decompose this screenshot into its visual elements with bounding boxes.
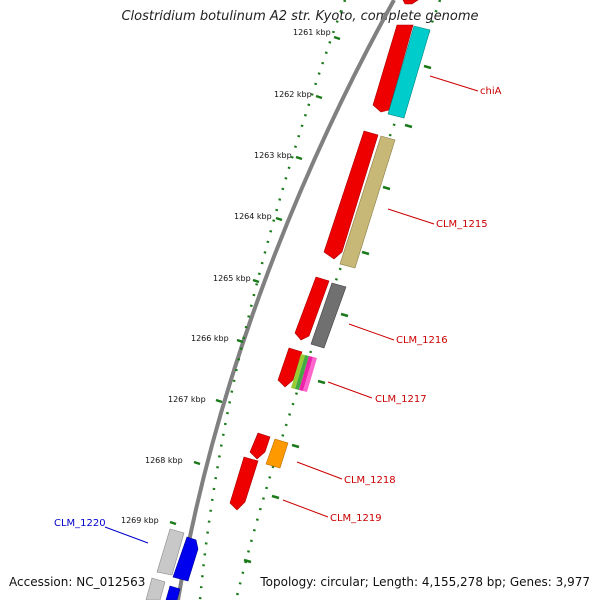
kbp-label: 1268 kbp [145, 456, 183, 465]
kbp-label: 1262 kbp [274, 90, 312, 99]
kbp-label: 1265 kbp [213, 274, 251, 283]
inner-ticks [243, 64, 432, 564]
kbp-tick [333, 35, 341, 41]
inner-tick [361, 250, 370, 256]
gene-arrow-cyan[interactable] [387, 25, 431, 119]
inner-tick [382, 185, 391, 191]
gene-label-clm-1218[interactable]: CLM_1218 [344, 475, 396, 486]
inner-tick [243, 558, 252, 564]
inner-tick [271, 494, 280, 500]
leader-line [104, 526, 149, 544]
gene-arrow-green[interactable] [295, 355, 309, 390]
leader-line [429, 75, 479, 92]
gene-arrow-gray[interactable] [310, 282, 347, 349]
gene-arrow-pink[interactable] [303, 357, 317, 392]
inner-tick [404, 123, 413, 129]
leader-line [296, 461, 343, 480]
gene-arrow-red[interactable] [229, 456, 259, 511]
gene-arrow-red[interactable] [323, 130, 379, 260]
gene-label-clm-1217[interactable]: CLM_1217 [375, 394, 427, 405]
gene-leaders [104, 75, 479, 544]
kbp-tick [252, 278, 260, 284]
kbp-tick [315, 94, 323, 100]
inner-tick [340, 312, 349, 318]
leader-line [387, 208, 435, 225]
inner-tick [291, 443, 300, 449]
gene-label-chia[interactable]: chiA [480, 86, 502, 97]
gene-label-clm-1220[interactable]: CLM_1220 [54, 518, 106, 529]
gene-arrow-blue[interactable] [165, 585, 181, 600]
kbp-label: 1264 kbp [234, 212, 272, 221]
kbp-tick [169, 520, 177, 526]
gene-arrow-red[interactable] [294, 276, 330, 341]
genome-stats-text: Topology: circular; Length: 4,155,278 bp… [260, 575, 590, 589]
kbp-tick [193, 460, 201, 466]
gene-arrow-red[interactable] [277, 347, 303, 388]
gene-arrow-silver[interactable] [145, 577, 166, 600]
gene-arrow-orange[interactable] [265, 438, 289, 469]
scale-track [198, 0, 347, 600]
gene-arrow-red[interactable] [372, 24, 414, 113]
leader-line [348, 323, 395, 341]
kbp-label: 1261 kbp [293, 28, 331, 37]
leader-line [327, 381, 373, 399]
genome-backbone [176, 0, 396, 600]
kbp-label: 1263 kbp [254, 151, 292, 160]
gene-label-clm-1216[interactable]: CLM_1216 [396, 335, 448, 346]
gene-arrow-silver[interactable] [156, 528, 185, 576]
gene-label-clm-1215[interactable]: CLM_1215 [436, 219, 488, 230]
kbp-label: 1269 kbp [121, 516, 159, 525]
gene-arrow-khaki[interactable] [339, 135, 396, 269]
gene-arrow-yellowgreen[interactable] [291, 354, 305, 389]
gene-arrow-red[interactable] [249, 432, 271, 460]
gene-features [145, 0, 431, 600]
kbp-ticks [169, 35, 341, 526]
kbp-label: 1267 kbp [168, 395, 206, 404]
gene-label-clm-1219[interactable]: CLM_1219 [330, 513, 382, 524]
kbp-tick [236, 338, 244, 344]
accession-text: Accession: NC_012563 [9, 575, 146, 589]
leader-line [282, 499, 329, 518]
kbp-tick [295, 155, 303, 161]
inner-tick [423, 64, 432, 70]
kbp-label: 1266 kbp [191, 334, 229, 343]
gene-arrow-magenta[interactable] [299, 356, 313, 391]
kbp-tick [275, 216, 283, 222]
gene-arrow-blue[interactable] [172, 536, 199, 582]
inner-tick [317, 379, 326, 385]
gene-arrow-red[interactable] [402, 0, 419, 5]
kbp-tick [215, 398, 223, 404]
